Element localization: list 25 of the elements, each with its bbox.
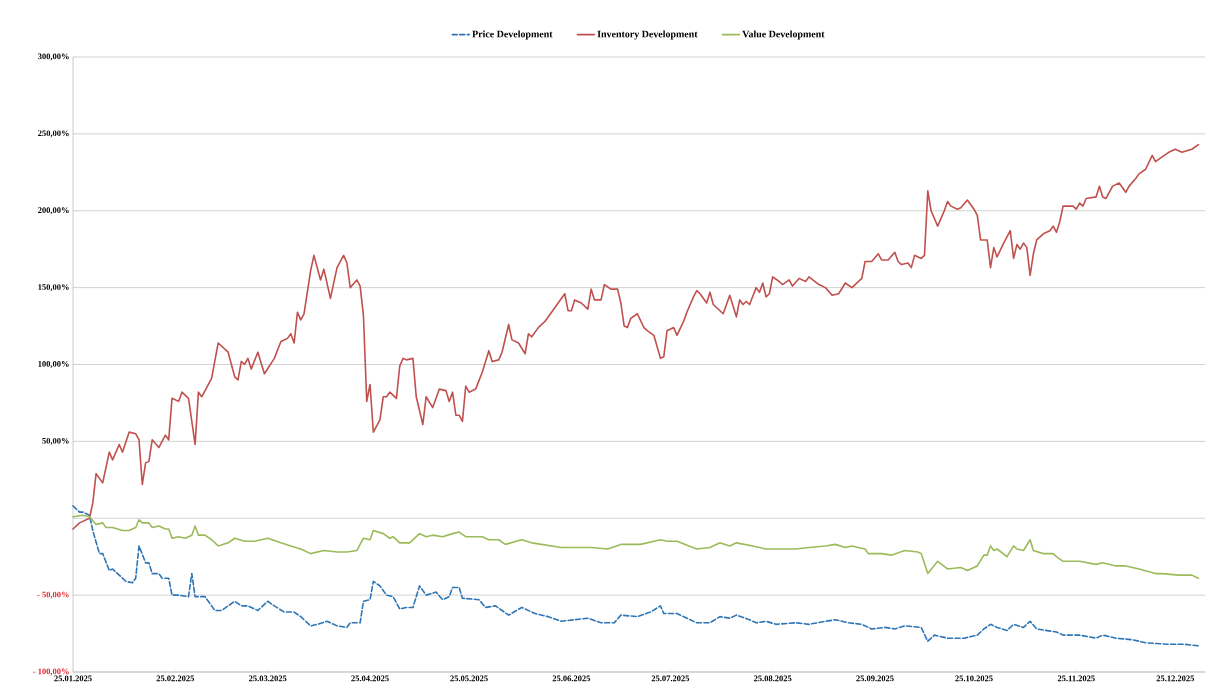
y-tick-label: - 50,00% — [37, 591, 69, 599]
x-tick-label: 25.12.2025 — [1156, 675, 1195, 682]
x-tick-label: 25.01.2025 — [54, 675, 92, 682]
legend-label: Price Development — [472, 30, 553, 40]
line-series — [72, 505, 1200, 647]
y-tick-label: 150,00% — [38, 284, 69, 292]
x-tick-label: 25.09.2025 — [856, 675, 894, 682]
y-tick-label: 300,00% — [38, 53, 69, 61]
y-tick-label: 200,00% — [38, 207, 69, 215]
x-tick-label: 25.10.2025 — [955, 675, 993, 682]
x-tick-label: 25.07.2025 — [651, 675, 690, 682]
legend-label: Inventory Development — [597, 30, 698, 40]
legend-label: Value Development — [742, 30, 825, 40]
y-tick-label: 250,00% — [38, 130, 69, 138]
x-tick-label: 25.05.2025 — [450, 675, 488, 682]
x-tick-label: 25.04.2025 — [351, 675, 389, 682]
y-tick-label: - 100,00% — [33, 668, 69, 676]
x-tick-label: 25.02.2025 — [156, 675, 195, 682]
y-tick-label: 100,00% — [38, 361, 69, 368]
x-tick-label: 25.11.2025 — [1057, 675, 1095, 682]
x-tick-label: 25.06.2025 — [552, 675, 591, 682]
line-series — [72, 143, 1200, 530]
y-tick-label: 50,00% — [42, 437, 69, 445]
x-tick-label: 25.08.2025 — [753, 675, 792, 682]
x-tick-label: 25.03.2025 — [249, 675, 287, 682]
